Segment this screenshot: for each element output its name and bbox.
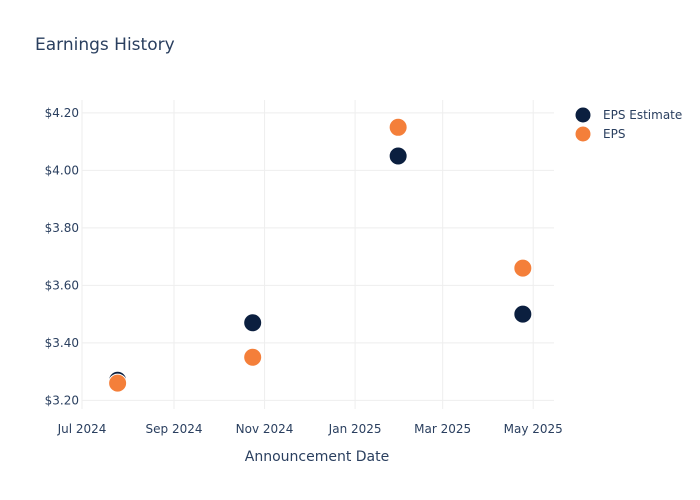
point-eps[interactable] xyxy=(388,117,408,137)
point-eps[interactable] xyxy=(513,258,533,278)
y-tick-label: $4.00 xyxy=(45,163,79,177)
legend-marker[interactable] xyxy=(574,106,592,124)
y-tick-label: $3.40 xyxy=(45,336,79,350)
legend-label[interactable]: EPS xyxy=(603,127,625,141)
legend[interactable]: EPS Estimate EPS xyxy=(574,106,682,143)
legend-marker[interactable] xyxy=(574,125,592,143)
y-tick-label: $4.20 xyxy=(45,106,79,120)
point-eps-estimate[interactable] xyxy=(513,304,533,324)
point-eps[interactable] xyxy=(108,373,128,393)
x-tick-label: Sep 2024 xyxy=(146,422,203,436)
x-tick-label: Mar 2025 xyxy=(414,422,471,436)
point-eps[interactable] xyxy=(243,347,263,367)
x-axis-title: Announcement Date xyxy=(245,449,389,465)
axis-ticks: $3.20 $3.40 $3.60 $3.80 $4.00 $4.20 Jul 2024 Se… xyxy=(45,106,563,436)
point-eps-estimate[interactable] xyxy=(243,313,263,333)
x-tick-label: Nov 2024 xyxy=(236,422,294,436)
data-points xyxy=(108,117,533,393)
y-tick-label: $3.60 xyxy=(45,278,79,292)
point-eps-estimate[interactable] xyxy=(388,146,408,166)
chart-title: Earnings History xyxy=(35,35,175,55)
y-tick-label: $3.80 xyxy=(45,221,79,235)
legend-label[interactable]: EPS Estimate xyxy=(603,108,682,122)
y-tick-label: $3.20 xyxy=(45,393,79,407)
x-tick-label: May 2025 xyxy=(504,422,563,436)
grid xyxy=(81,100,554,409)
x-tick-label: Jul 2024 xyxy=(57,422,107,436)
x-tick-label: Jan 2025 xyxy=(328,422,382,436)
